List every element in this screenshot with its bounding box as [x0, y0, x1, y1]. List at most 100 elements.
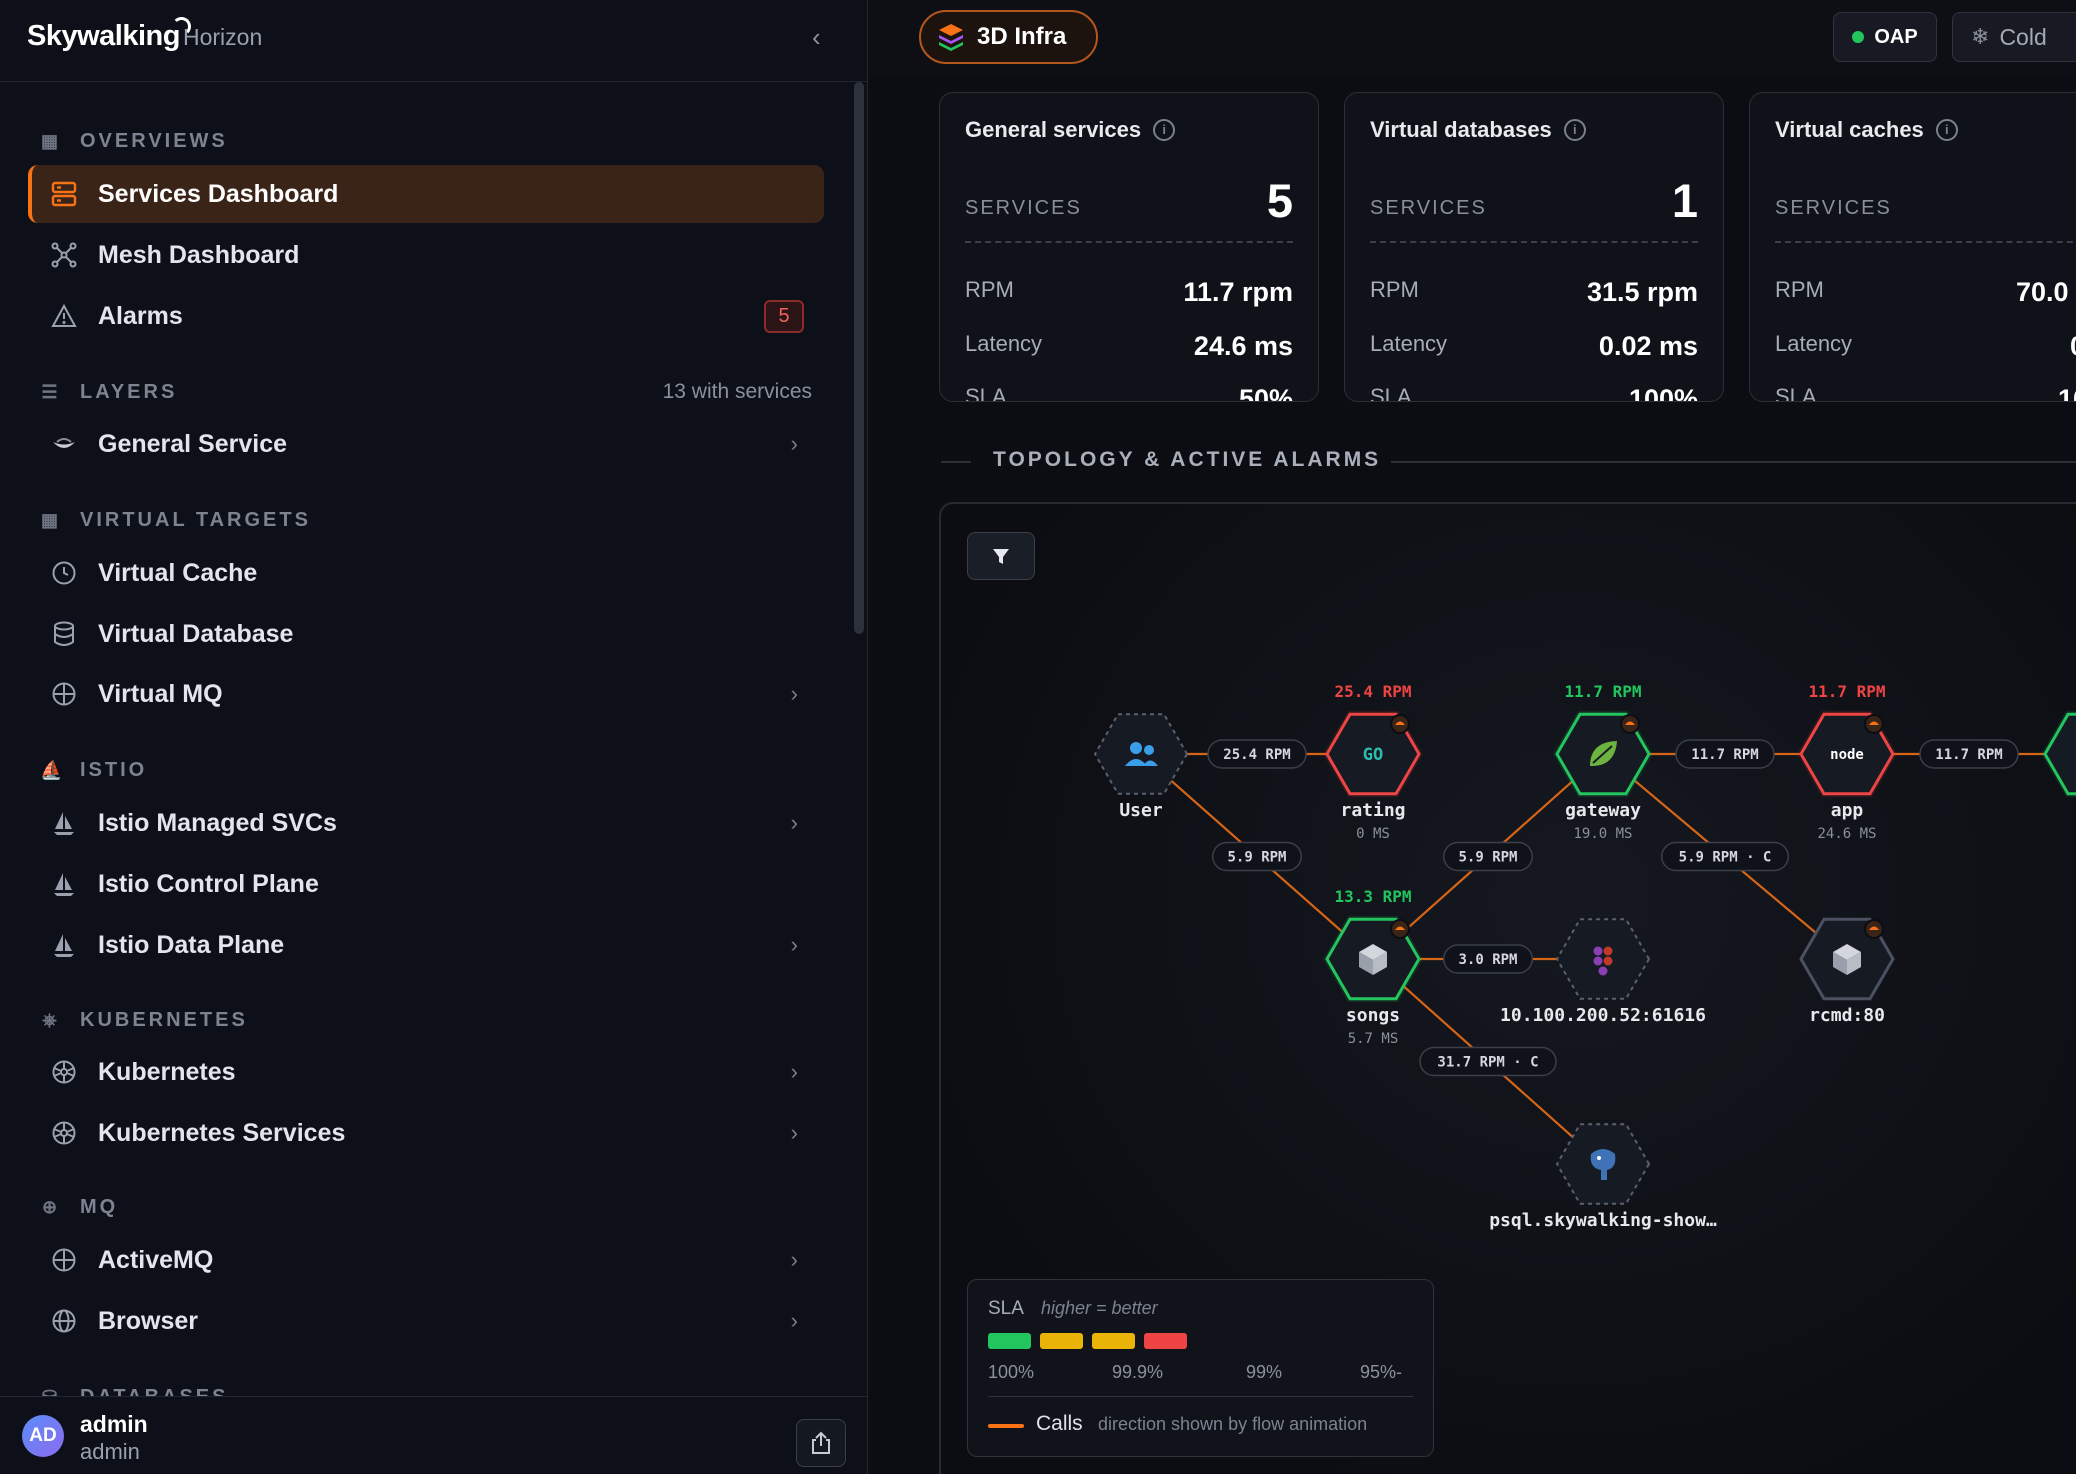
section-databases: ⛁ DATABASES: [40, 1382, 228, 1397]
alarm-count-badge: 5: [764, 300, 804, 333]
filter-button[interactable]: [967, 532, 1035, 580]
calls-line-swatch: [988, 1424, 1024, 1428]
node-latency: 24.6 MS: [1817, 826, 1876, 842]
edge-label-pill: [1919, 739, 2019, 769]
info-icon[interactable]: i: [1563, 119, 1586, 141]
node-name: songs: [1346, 1005, 1400, 1026]
metric-rpm: RPM 31.5 rpm: [1370, 277, 1698, 309]
edge-label[interactable]: 5.9 RPM · C: [1661, 841, 1789, 872]
info-icon[interactable]: i: [1935, 119, 1958, 141]
card-virtual-caches[interactable]: Virtual caches i SERVICES RPM 70.0 rp Late…: [1749, 92, 2076, 402]
services-label: SERVICES: [1370, 197, 1487, 219]
export-button[interactable]: [796, 1419, 846, 1467]
sidebar-item-browser[interactable]: Browser ›: [28, 1292, 824, 1350]
services-count: 5: [1266, 174, 1293, 227]
metric-label: RPM: [965, 277, 1014, 302]
card-title-text: General services: [965, 117, 1142, 142]
card-general-services[interactable]: General services i SERVICES 5 RPM 11.7 rpm…: [939, 92, 1319, 402]
section-layers: ☰ LAYERS: [40, 377, 177, 407]
helm-wheel-icon: [49, 1059, 79, 1085]
brand-name: Skywalking: [27, 20, 180, 52]
edge-label-text: 5.9 RPM: [1227, 850, 1286, 866]
node-rpm: 13.3 RPM: [1334, 887, 1411, 906]
topology-graph[interactable]: 25.4 RPM 5.9 RPM 5.9 RPM 11.7 RPM 11.7 RPM 5.…: [941, 504, 2076, 1474]
metric-label: Latency: [1370, 331, 1448, 356]
section-title: KUBERNETES: [80, 1008, 248, 1031]
topology-node-app[interactable]: node 11.7 RPM app 24.6 MS: [1797, 682, 1897, 842]
sidebar-item-label: Istio Control Plane: [98, 869, 319, 898]
topology-node-rcmd[interactable]: rcmd:80: [1799, 917, 1895, 1026]
card-virtual-databases[interactable]: Virtual databases i SERVICES 1 RPM 31.5 rp…: [1344, 92, 1724, 402]
info-icon[interactable]: i: [1153, 119, 1176, 141]
server-stack-icon: [49, 181, 79, 207]
sidebar-item-istio-control-plane[interactable]: Istio Control Plane: [28, 855, 824, 913]
cube-icon: [1833, 944, 1861, 975]
globe-icon: [49, 681, 79, 707]
cube-icon: [1359, 944, 1387, 975]
metric-label: SLA: [1370, 384, 1412, 402]
sidebar-item-activemq[interactable]: ActiveMQ ›: [28, 1231, 824, 1289]
avatar[interactable]: AD: [22, 1415, 64, 1457]
topology-panel[interactable]: 25.4 RPM 5.9 RPM 5.9 RPM 11.7 RPM 11.7 RPM 5.…: [939, 502, 2076, 1474]
section-overviews: ▦ OVERVIEWS: [40, 126, 228, 156]
edge-label[interactable]: 5.9 RPM: [1212, 841, 1302, 872]
sidebar: Skywalking Horizon ‹ ▦ OVERVIEWS Services…: [0, 0, 868, 1474]
skywalking-bird-icon: [49, 434, 79, 454]
node-name: rating: [1340, 800, 1405, 821]
sidebar-item-label: Kubernetes Services: [98, 1118, 346, 1147]
topology-node-ip[interactable]: 10.100.200.52:61616: [1500, 918, 1706, 1026]
sidebar-item-virtual-cache[interactable]: Virtual Cache: [28, 544, 824, 602]
edge-label[interactable]: 11.7 RPM: [1675, 739, 1775, 769]
sidebar-item-virtual-mq[interactable]: Virtual MQ ›: [28, 665, 824, 723]
edge-label[interactable]: 25.4 RPM: [1207, 739, 1307, 769]
chevron-right-icon: ›: [790, 932, 798, 957]
3d-infra-button[interactable]: 3D Infra: [919, 10, 1098, 64]
users-icon: [1125, 742, 1158, 766]
topology-node-f[interactable]: 1f: [2041, 682, 2076, 821]
sail-icon: [49, 871, 79, 897]
edge-label-pill: [1675, 739, 1775, 769]
sidebar-item-kubernetes-services[interactable]: Kubernetes Services ›: [28, 1104, 824, 1162]
oap-status-button[interactable]: OAP: [1833, 12, 1937, 62]
topology-node-rating[interactable]: GO 25.4 RPM rating 0 MS: [1323, 682, 1423, 842]
sidebar-scrollbar[interactable]: [852, 82, 867, 1396]
edge-label[interactable]: 11.7 RPM: [1919, 739, 2019, 769]
node-rpm: 25.4 RPM: [1334, 682, 1411, 701]
sidebar-item-general-service[interactable]: General Service ›: [28, 415, 824, 473]
sidebar-item-istio-data-plane[interactable]: Istio Data Plane ›: [28, 916, 824, 974]
sidebar-item-istio-managed-svcs[interactable]: Istio Managed SVCs ›: [28, 794, 824, 852]
cold-label: Cold: [1999, 23, 2047, 50]
layers-count: 13 with services: [662, 380, 812, 403]
edge-label[interactable]: 3.0 RPM: [1443, 944, 1533, 974]
edge-label-pill: [1443, 944, 1533, 974]
node-name: psql.skywalking-show…: [1489, 1210, 1717, 1231]
sidebar-item-alarms[interactable]: Alarms 5: [28, 287, 824, 345]
scrollbar-thumb[interactable]: [854, 82, 864, 634]
oap-label: OAP: [1874, 25, 1918, 48]
edge-label[interactable]: 31.7 RPM · C: [1419, 1046, 1557, 1077]
sidebar-item-label: Alarms: [98, 301, 183, 330]
sail-icon: ⛵: [40, 759, 66, 780]
services-label: SERVICES: [1775, 197, 1892, 219]
sidebar-item-virtual-database[interactable]: Virtual Database: [28, 605, 824, 663]
card-title: General services i: [965, 117, 1176, 143]
topology-node-songs[interactable]: 13.3 RPM songs 5.7 MS: [1323, 887, 1423, 1047]
topology-heading-text: TOPOLOGY & ACTIVE ALARMS: [993, 448, 1382, 471]
section-title: VIRTUAL TARGETS: [80, 508, 311, 531]
sidebar-item-mesh-dashboard[interactable]: Mesh Dashboard: [28, 226, 824, 284]
sidebar-item-services-dashboard[interactable]: Services Dashboard: [28, 165, 824, 223]
alarm-bell-icon: [1395, 721, 1405, 725]
topology-node-gateway[interactable]: 11.7 RPM gateway 19.0 MS: [1553, 682, 1653, 842]
topology-node-psql[interactable]: psql.skywalking-show…: [1489, 1123, 1717, 1231]
user-name: admin: [80, 1411, 148, 1437]
cold-stage-button[interactable]: ❄ Cold: [1952, 12, 2076, 62]
chevron-left-icon[interactable]: ‹: [812, 22, 821, 52]
edge-label[interactable]: 5.9 RPM: [1443, 841, 1533, 872]
sidebar-item-kubernetes[interactable]: Kubernetes ›: [28, 1043, 824, 1101]
sidebar-nav: ▦ OVERVIEWS Services Dashboard Mesh Dashb…: [0, 82, 855, 1396]
metric-latency: Latency 0.02 ms: [1370, 331, 1698, 363]
topology-node-user[interactable]: User: [1093, 713, 1189, 821]
alarm-bell-icon: [1625, 721, 1635, 725]
legend-swatch: [1040, 1333, 1083, 1349]
edge-label-text: 11.7 RPM: [1935, 747, 2002, 763]
